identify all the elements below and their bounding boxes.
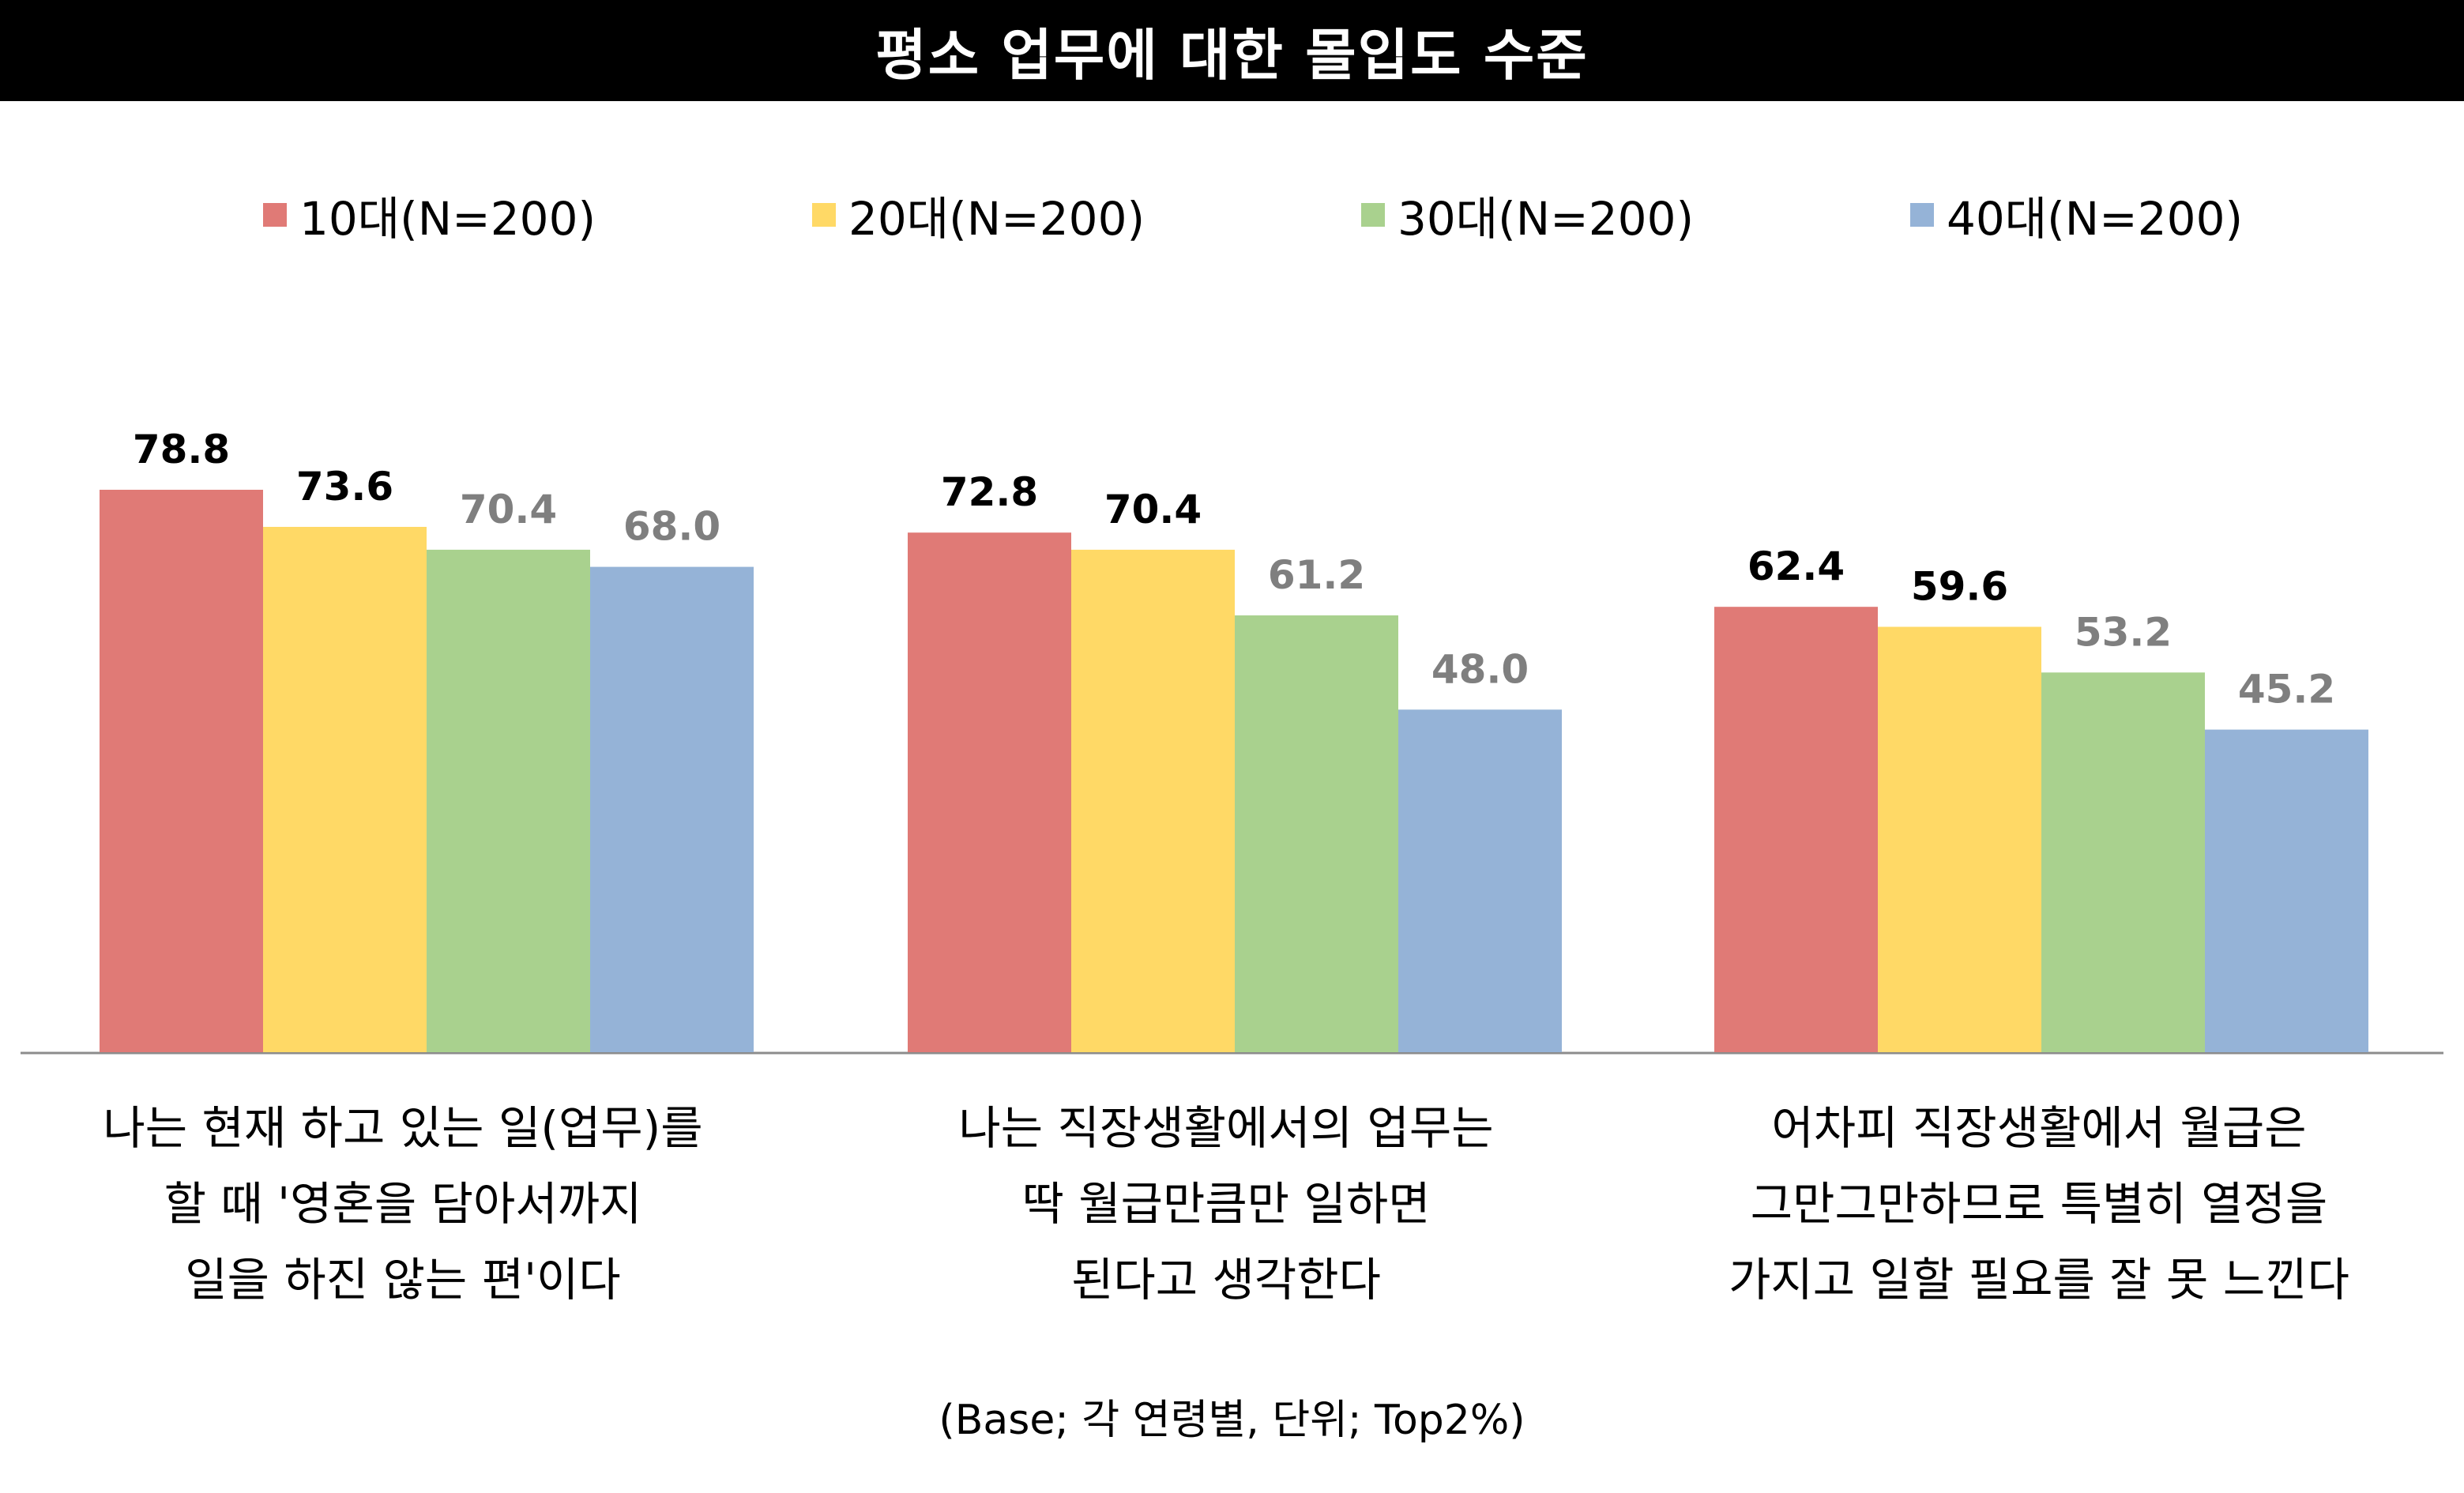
bar-group-1-40s (590, 566, 754, 1052)
legend-item-40s: 40대(N=200) (1910, 182, 2243, 248)
legend: 10대(N=200) 20대(N=200) 30대(N=200) 40대(N=2… (0, 174, 2464, 246)
title-bar: 평소 업무에 대한 몰입도 수준 (0, 0, 2464, 101)
data-label-group-3-40s: 45.2 (2238, 667, 2335, 713)
data-label-group-2-20s: 70.4 (1104, 487, 1202, 532)
data-label-group-2-40s: 48.0 (1431, 646, 1529, 692)
bar-group-1-20s (263, 526, 427, 1052)
data-label-group-3-10s: 62.4 (1747, 543, 1845, 589)
legend-label-30s: 30대(N=200) (1398, 192, 1695, 246)
legend-item-10s: 10대(N=200) (263, 182, 596, 248)
data-label-group-2-30s: 61.2 (1268, 552, 1365, 598)
legend-item-20s: 20대(N=200) (812, 182, 1145, 248)
category-label-1: 나는 현재 하고 있는 일(업무)를 할 때 '영혼을 담아서까지 일을 하진 … (103, 1101, 703, 1307)
data-label-group-1-20s: 73.6 (296, 464, 393, 510)
bar-group-2-20s (1071, 549, 1235, 1052)
data-label-group-2-10s: 72.8 (941, 469, 1038, 515)
bar-group-2-40s (1398, 709, 1562, 1052)
bar-group-1-10s (100, 490, 263, 1052)
data-label-group-1-10s: 78.8 (133, 427, 230, 472)
legend-swatch-10s (263, 203, 287, 227)
bar-group-3-10s (1714, 607, 1878, 1052)
bar-group-1-30s (427, 549, 590, 1052)
legend-label-10s: 10대(N=200) (299, 192, 596, 246)
bar-group-2-10s (908, 532, 1071, 1052)
data-label-group-1-40s: 68.0 (623, 504, 720, 550)
category-label-3: 어차피 직장생활에서 월급은 그만그만하므로 특별히 열정을 가지고 일할 필요… (1729, 1101, 2349, 1307)
data-label-group-1-30s: 70.4 (460, 487, 557, 532)
legend-swatch-20s (812, 203, 836, 227)
legend-label-40s: 40대(N=200) (1947, 192, 2244, 246)
data-label-group-3-20s: 59.6 (1911, 563, 2008, 609)
bar-group-3-20s (1878, 626, 2041, 1052)
category-label-2: 나는 직장생활에서의 업무는 딱 월급만큼만 일하면 된다고 생각한다 (958, 1101, 1494, 1307)
bar-group-3-40s (2205, 729, 2368, 1052)
bar-group-3-30s (2041, 672, 2205, 1052)
footnote: (Base; 각 연령별, 단위; Top2%) (939, 1397, 1525, 1444)
legend-item-30s: 30대(N=200) (1361, 182, 1694, 248)
data-label-group-3-30s: 53.2 (2075, 609, 2172, 655)
chart-title: 평소 업무에 대한 몰입도 수준 (875, 22, 1589, 88)
legend-swatch-30s (1361, 203, 1385, 227)
legend-swatch-40s (1910, 203, 1934, 227)
legend-label-20s: 20대(N=200) (848, 192, 1145, 246)
bar-group-2-30s (1235, 615, 1398, 1052)
